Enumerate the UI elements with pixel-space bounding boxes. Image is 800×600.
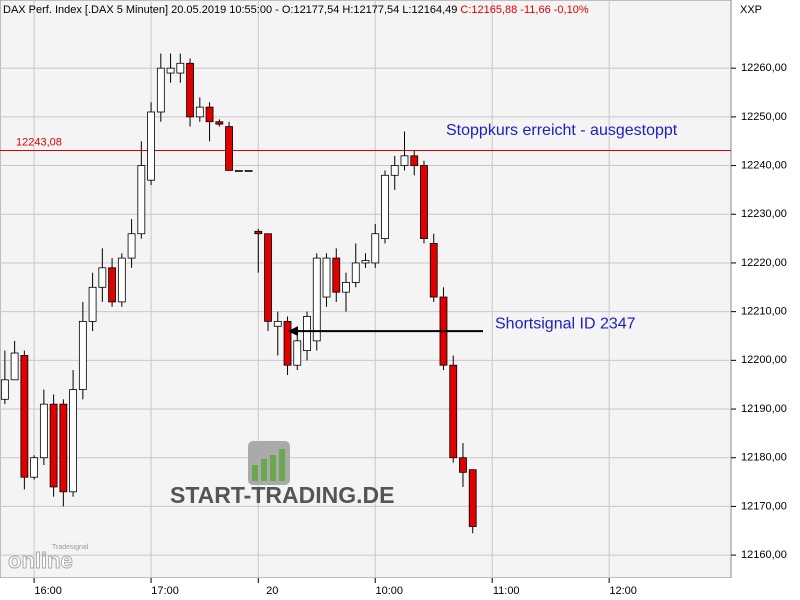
title-info: DAX Perf. Index [.DAX 5 Minuten] 20.05.2… [3,4,457,16]
chart-title: DAX Perf. Index [.DAX 5 Minuten] 20.05.2… [3,4,589,16]
x-tick-label: 11:00 [493,585,520,597]
candle-body [186,62,194,118]
candle-body [10,352,19,381]
y-tick-label: 12250,00 [741,111,787,123]
candle-body [78,320,87,390]
candle-body [176,62,185,74]
candle-body [283,320,292,366]
candle-body [449,364,458,459]
candle-body [98,267,107,288]
candle-body [273,320,282,327]
candle-body [361,260,370,264]
candle-body [371,233,380,264]
x-axis-area [0,578,800,600]
candle-body [234,170,243,172]
candle-body [0,379,9,400]
y-tick-label: 12210,00 [741,306,787,318]
candle-body [205,106,214,123]
candle-body [59,403,68,493]
candle-body [351,262,360,283]
candle-body [49,403,58,488]
candle-body [264,233,272,322]
candle-body [312,257,321,342]
candle-body [244,170,253,172]
candle-body [127,233,136,259]
x-tick-label: 10:00 [375,585,403,597]
candle-body [400,155,409,166]
candle-body [342,282,350,293]
watermark: START-TRADING.DE [170,482,394,508]
candle-body [225,126,233,171]
annotation: Shortsignal ID 2347 [495,315,636,332]
annotation: Stoppkurs erreicht - ausgestoppt [446,122,678,139]
candle-body [137,165,146,235]
logo-big: online [8,548,73,573]
candle-body [88,286,97,322]
candle-body [381,174,389,240]
x-tick-label: 17:00 [151,585,179,597]
candle-body [429,243,438,298]
x-tick-label: 20 [266,585,278,597]
candle-body [459,457,467,473]
y-tick-label: 12160,00 [741,549,787,561]
candle-body [303,316,311,351]
candle-body [166,67,175,74]
candle-body [117,257,126,303]
y-tick-label: 12170,00 [741,500,787,512]
y-tick-label: 12200,00 [741,354,787,366]
candle-body [195,106,204,118]
candle-body [156,67,165,113]
y-tick-label: 12260,00 [741,62,787,74]
candle-body [420,165,428,240]
y-tick-label: 12180,00 [741,452,787,464]
title-change: C:12165,88 -11,66 -0,10% [460,4,588,16]
candle-body [20,355,29,478]
y-tick-label: 12190,00 [741,403,787,415]
candle-body [108,267,116,303]
y-tick-label: 12220,00 [741,257,787,269]
y-axis-label: XXP [740,4,762,16]
candle-body [30,457,39,478]
logo-small: Tradesignal [52,544,89,551]
x-tick-label: 12:00 [609,585,637,597]
candle-body [293,340,302,366]
candle-body [468,469,477,527]
y-tick-label: 12230,00 [741,208,787,220]
logo-box [248,441,290,485]
x-tick-label: 16:00 [34,585,62,597]
candle-body [69,389,77,493]
candle-body [215,121,224,125]
candle-body [332,257,341,293]
candle-body [39,403,48,459]
candle-body [147,111,155,181]
level-label: 12243,08 [16,136,62,148]
candle-body [390,165,399,176]
candle-body [254,230,263,235]
arrow-head [288,326,298,337]
y-tick-label: 12240,00 [741,159,787,171]
candle-body [410,155,419,166]
candle-body [322,257,331,298]
